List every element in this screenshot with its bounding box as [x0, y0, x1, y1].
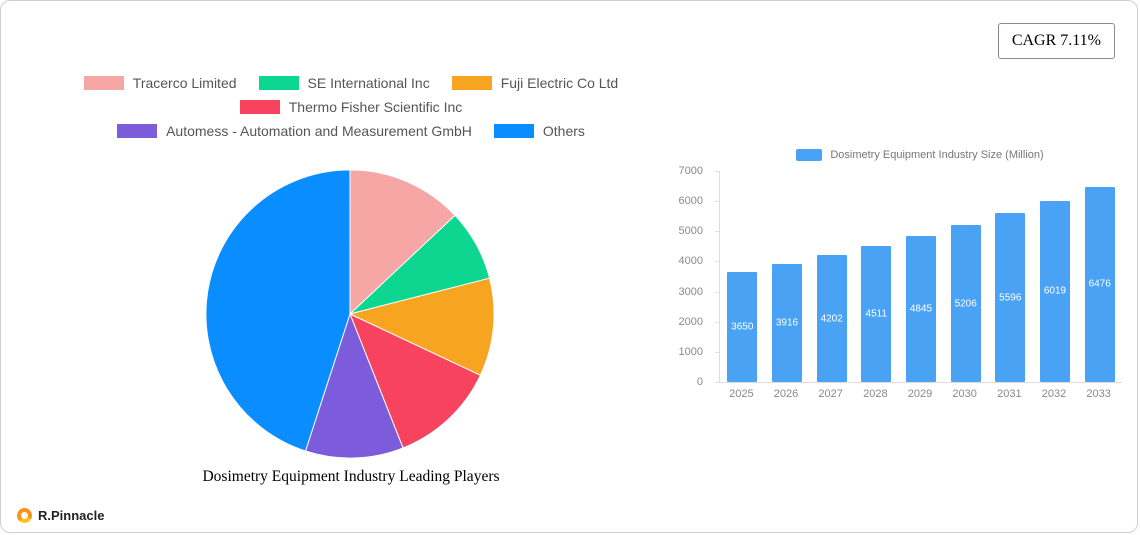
x-axis-label-2027: 2027 [818, 388, 843, 400]
legend-swatch-tracerco-icon [83, 76, 124, 90]
bar-2026: 3916 [772, 264, 802, 382]
bar-value-label: 4202 [820, 313, 843, 325]
pie-legend-row-1: Tracerco Limited SE International Inc Fu… [1, 75, 701, 91]
legend-item-thermo-fisher[interactable]: Thermo Fisher Scientific Inc [239, 99, 463, 115]
cagr-badge: CAGR 7.11% [997, 23, 1115, 59]
brand-logo: R.Pinnacle [17, 508, 104, 523]
x-axis-label-2025: 2025 [729, 388, 754, 400]
x-axis-label-2030: 2030 [952, 388, 977, 400]
y-axis-tick [715, 291, 719, 293]
bar-2029: 4845 [906, 236, 936, 382]
bar-2027: 4202 [816, 255, 847, 382]
bar-value-label: 6019 [1043, 285, 1067, 297]
y-axis-tick [715, 201, 719, 203]
bar-2032: 6019 [1040, 200, 1070, 382]
pie-chart-svg [205, 169, 495, 459]
y-axis-label-3000: 3000 [678, 285, 703, 298]
pie-legend-row-3: Automess - Automation and Measurement Gm… [1, 123, 701, 139]
pie-legend-row-2: Thermo Fisher Scientific Inc [1, 99, 701, 115]
bar-2031: 5596 [995, 213, 1026, 382]
bar-value-label: 6476 [1088, 278, 1111, 290]
bar-value-label: 3916 [775, 317, 799, 329]
legend-label: Automess - Automation and Measurement Gm… [166, 123, 472, 139]
legend-label: Others [542, 123, 585, 139]
legend-item-fuji-electric[interactable]: Fuji Electric Co Ltd [451, 75, 619, 91]
bar-value-label: 5596 [999, 292, 1022, 304]
x-axis-label-2033: 2033 [1086, 388, 1111, 400]
bar-chart-y-axis: 0 1000 2000 3000 4000 5000 6000 7000 [661, 141, 719, 401]
legend-swatch-fuji-electric-icon [451, 76, 492, 90]
bar-2030: 5206 [950, 225, 981, 382]
x-axis-label-2026: 2026 [773, 388, 799, 400]
pie-slice-2 [348, 277, 495, 376]
y-axis-tick [715, 321, 719, 323]
y-axis-label-5000: 5000 [678, 225, 703, 238]
legend-swatch-automess-icon [117, 124, 158, 138]
y-axis-label-7000: 7000 [678, 165, 703, 177]
bar-chart-legend[interactable]: Dosimetry Equipment Industry Size (Milli… [719, 149, 1121, 161]
bar-value-label: 4511 [865, 308, 888, 320]
y-axis-tick [715, 171, 719, 172]
bar-chart-plot-area: 3650 3916 4202 4511 4845 5206 5596 6019 6476 [719, 171, 1122, 383]
bar-chart-x-axis: 2025 2026 2027 2028 2029 2030 2031 2032 2033 [719, 388, 1121, 404]
legend-item-se-international[interactable]: SE International Inc [258, 75, 430, 91]
y-axis-tick [715, 261, 719, 263]
bar-legend-label: Dosimetry Equipment Industry Size (Milli… [830, 149, 1044, 161]
legend-item-tracerco[interactable]: Tracerco Limited [83, 75, 237, 91]
pie-chart [203, 167, 497, 461]
y-axis-label-2000: 2000 [678, 315, 703, 328]
y-axis-tick [715, 231, 719, 233]
pie-slice-4 [304, 312, 404, 459]
y-axis-label-4000: 4000 [678, 255, 703, 268]
pie-legend: Tracerco Limited SE International Inc Fu… [1, 75, 701, 139]
legend-swatch-others-icon [493, 124, 534, 138]
x-axis-label-2031: 2031 [997, 388, 1022, 400]
bar-2025: 3650 [727, 272, 758, 382]
rpinnacle-logo-icon [17, 508, 32, 523]
x-axis-label-2028: 2028 [863, 388, 888, 400]
pie-slice-5 [205, 169, 351, 452]
legend-swatch-se-international-icon [258, 76, 299, 90]
y-axis-label-1000: 1000 [678, 345, 703, 358]
bar-legend-swatch-icon [796, 149, 823, 161]
x-axis-label-2029: 2029 [907, 388, 933, 400]
y-axis-label-0: 0 [696, 376, 703, 388]
pie-slice-3 [349, 313, 482, 449]
legend-label: SE International Inc [307, 75, 430, 91]
bar-2033: 6476 [1084, 186, 1115, 382]
pie-slice-0 [349, 169, 456, 316]
bar-value-label: 4845 [909, 303, 933, 315]
legend-label: Fuji Electric Co Ltd [500, 75, 619, 91]
y-axis-label-6000: 6000 [678, 195, 703, 208]
legend-item-automess[interactable]: Automess - Automation and Measurement Gm… [117, 123, 472, 139]
pie-chart-title: Dosimetry Equipment Industry Leading Pla… [202, 468, 500, 485]
legend-item-others[interactable]: Others [493, 123, 585, 139]
y-axis-tick [715, 382, 719, 383]
bar-value-label: 5206 [954, 298, 977, 310]
brand-logo-text: R.Pinnacle [38, 508, 105, 523]
x-axis-label-2032: 2032 [1041, 388, 1067, 400]
legend-swatch-thermo-fisher-icon [239, 100, 280, 114]
bar-value-label: 3650 [731, 321, 754, 333]
y-axis-tick [715, 351, 719, 353]
legend-label: Tracerco Limited [132, 75, 237, 91]
bar-chart: Dosimetry Equipment Industry Size (Milli… [661, 141, 1137, 431]
bar-2028: 4511 [861, 246, 892, 382]
legend-label: Thermo Fisher Scientific Inc [288, 99, 463, 115]
